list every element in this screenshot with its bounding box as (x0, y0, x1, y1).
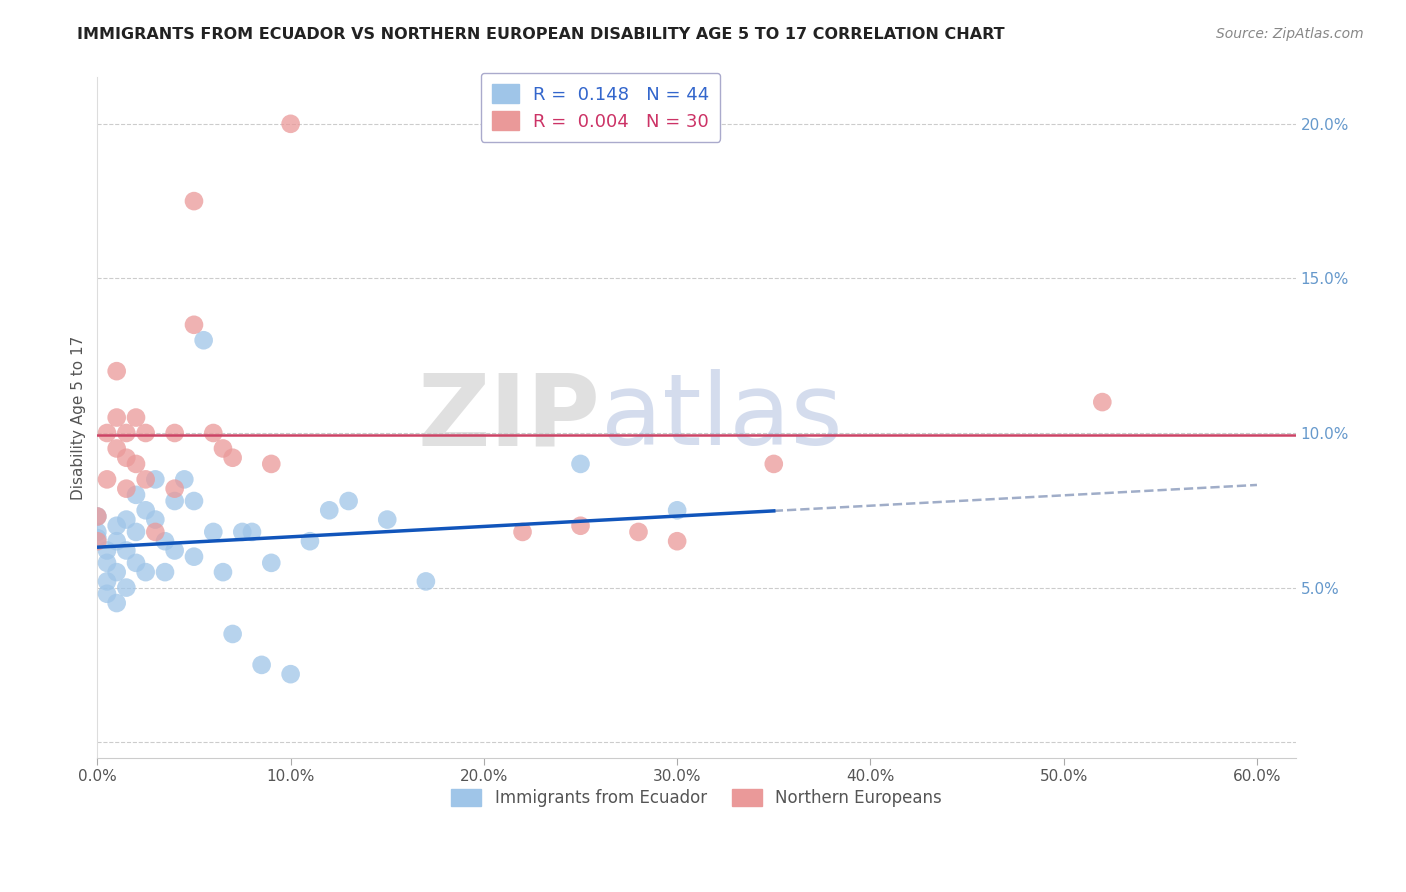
Point (666, 534, 689, 549)
Point (96, 587, 118, 601)
Point (105, 596, 128, 610)
Point (415, 574, 437, 589)
Point (202, 425, 225, 440)
Point (86, 509, 108, 524)
Point (86, 534, 108, 549)
Point (96, 574, 118, 589)
Point (105, 565, 128, 579)
Point (105, 364, 128, 378)
Point (163, 494, 186, 508)
Point (115, 482, 138, 496)
Point (337, 494, 360, 508)
Point (183, 549, 205, 564)
Point (96, 425, 118, 440)
Point (135, 565, 157, 579)
Point (86, 531, 108, 545)
Point (115, 450, 138, 465)
Point (96, 472, 118, 486)
Point (260, 457, 283, 471)
Point (115, 543, 138, 558)
Point (143, 472, 166, 486)
Point (318, 503, 340, 517)
Point (135, 503, 157, 517)
Point (231, 524, 253, 539)
Point (143, 524, 166, 539)
Point (125, 556, 148, 570)
Point (202, 524, 225, 539)
Point (135, 472, 157, 486)
Point (193, 333, 215, 347)
Point (240, 524, 263, 539)
Text: atlas: atlas (600, 369, 842, 466)
Point (762, 457, 785, 471)
Point (512, 524, 534, 539)
Point (163, 482, 186, 496)
Point (183, 194, 205, 208)
Point (105, 442, 128, 456)
Point (260, 556, 283, 570)
Point (86, 524, 108, 539)
Point (375, 512, 398, 526)
Point (125, 410, 148, 425)
Point (153, 565, 176, 579)
Point (115, 425, 138, 440)
Point (86, 509, 108, 524)
Point (163, 425, 186, 440)
Point (212, 565, 235, 579)
Point (115, 512, 138, 526)
Point (105, 410, 128, 425)
Point (125, 457, 148, 471)
Point (96, 543, 118, 558)
Point (569, 457, 592, 471)
Point (163, 543, 186, 558)
Point (666, 503, 689, 517)
Point (96, 556, 118, 570)
Point (280, 667, 302, 681)
Text: ZIP: ZIP (418, 369, 600, 466)
Point (280, 117, 302, 131)
Point (153, 534, 176, 549)
Point (183, 494, 205, 508)
Point (212, 442, 235, 456)
Point (627, 524, 650, 539)
Point (115, 581, 138, 595)
Text: IMMIGRANTS FROM ECUADOR VS NORTHERN EUROPEAN DISABILITY AGE 5 TO 17 CORRELATION : IMMIGRANTS FROM ECUADOR VS NORTHERN EURO… (77, 27, 1005, 42)
Point (125, 488, 148, 502)
Point (173, 472, 195, 486)
Point (298, 534, 321, 549)
Point (143, 512, 166, 526)
Point (221, 627, 243, 641)
Point (569, 518, 592, 533)
Legend: Immigrants from Ecuador, Northern Europeans: Immigrants from Ecuador, Northern Europe… (444, 782, 949, 814)
Point (183, 318, 205, 332)
Point (105, 518, 128, 533)
Point (1091, 395, 1114, 409)
Y-axis label: Disability Age 5 to 17: Disability Age 5 to 17 (72, 335, 86, 500)
Point (135, 425, 157, 440)
Point (125, 524, 148, 539)
Point (105, 534, 128, 549)
Text: Source: ZipAtlas.com: Source: ZipAtlas.com (1216, 27, 1364, 41)
Point (250, 657, 273, 672)
Point (221, 450, 243, 465)
